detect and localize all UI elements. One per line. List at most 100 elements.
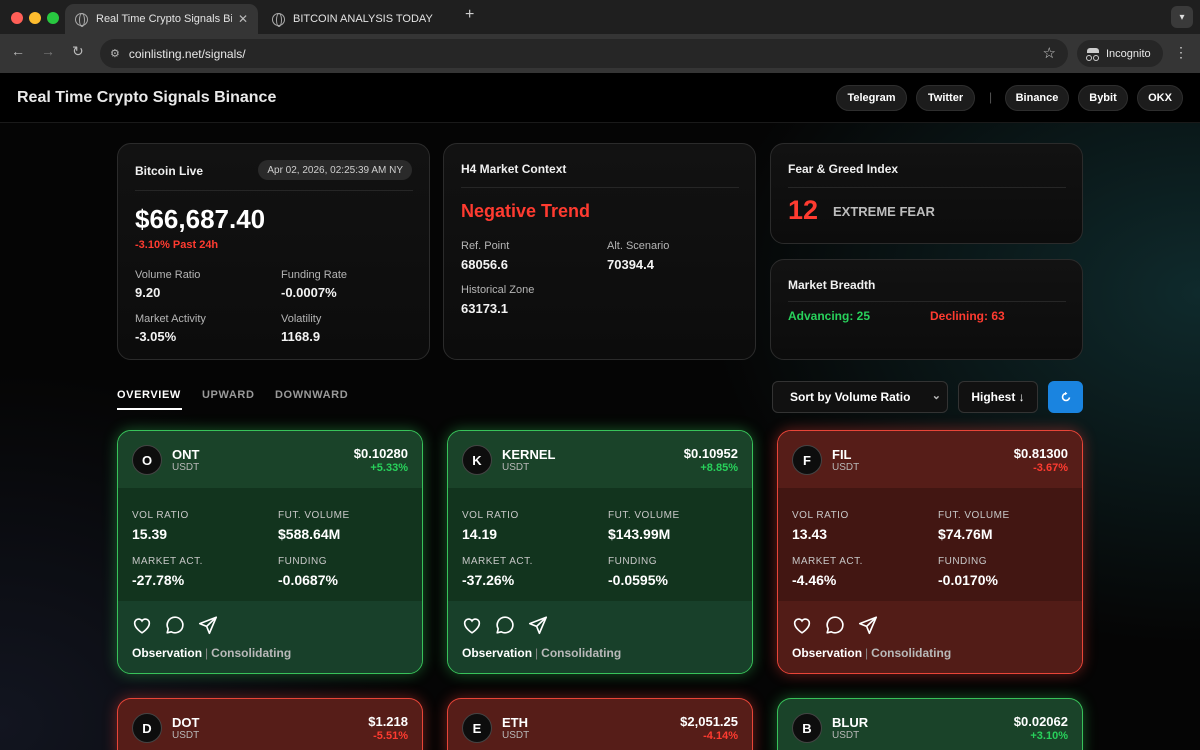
maximize-window-button[interactable]	[47, 12, 59, 24]
h4-context-panel: H4 Market Context Negative Trend Ref. Po…	[443, 143, 756, 360]
divider	[461, 187, 739, 188]
browser-toolbar: ← → ↻ ⚙ coinlisting.net/signals/ ☆ Incog…	[0, 34, 1200, 73]
status-separator: |	[865, 646, 869, 660]
heart-icon[interactable]	[791, 614, 813, 636]
stat-label: Historical Zone	[461, 284, 535, 296]
sort-select[interactable]: Sort by Volume Ratio ⌄	[772, 381, 948, 413]
comment-icon[interactable]	[494, 614, 516, 636]
stat-label: Volume Ratio	[135, 269, 201, 281]
tab-downward[interactable]: DOWNWARD	[275, 389, 349, 401]
coin-change: -5.51%	[373, 730, 408, 742]
tab-search-chevron-icon[interactable]: ▾	[1171, 6, 1193, 28]
coin-symbol: DOT	[172, 715, 200, 730]
metric-label: VOL RATIO	[792, 510, 849, 521]
coin-change: -4.14%	[703, 730, 738, 742]
incognito-icon	[1086, 47, 1100, 61]
metric-value-vol-ratio: 14.19	[462, 526, 498, 542]
signal-card-kernel[interactable]: K KERNEL USDT $0.10952 +8.85% VOL RATIO 14.19 F…	[447, 430, 753, 674]
card-footer	[118, 601, 422, 673]
metric-label: FUNDING	[938, 556, 988, 567]
new-tab-button[interactable]: +	[465, 6, 475, 23]
coin-avatar: B	[792, 713, 822, 743]
divider	[135, 190, 413, 191]
fear-greed-label: EXTREME FEAR	[833, 204, 935, 219]
coin-price: $0.10280	[353, 446, 408, 461]
metric-value-fut-volume: $588.64M	[278, 526, 341, 542]
incognito-badge[interactable]: Incognito	[1077, 40, 1163, 67]
coin-price: $0.81300	[1013, 446, 1068, 461]
status-separator: |	[535, 646, 539, 660]
site-title: Real Time Crypto Signals Binance	[17, 89, 277, 106]
tab-title: BITCOIN ANALYSIS TODAY	[293, 13, 433, 25]
card-status: Observation | Consolidating	[792, 646, 951, 660]
heart-icon[interactable]	[461, 614, 483, 636]
comment-icon[interactable]	[164, 614, 186, 636]
coin-price: $1.218	[368, 714, 408, 729]
address-bar[interactable]: ⚙ coinlisting.net/signals/ ☆	[100, 39, 1068, 68]
send-icon[interactable]	[857, 614, 879, 636]
status-separator: |	[205, 646, 209, 660]
coin-symbol: KERNEL	[502, 447, 556, 462]
metric-label: VOL RATIO	[462, 510, 519, 521]
card-header	[118, 431, 422, 488]
coin-change: -3.67%	[1033, 462, 1068, 474]
refresh-button[interactable]	[1048, 381, 1083, 413]
send-icon[interactable]	[197, 614, 219, 636]
reload-icon[interactable]: ↻	[72, 43, 84, 59]
url-text: coinlisting.net/signals/	[128, 46, 246, 61]
send-icon[interactable]	[527, 614, 549, 636]
metric-label: MARKET ACT.	[132, 556, 203, 567]
order-button[interactable]: Highest ↓	[958, 381, 1038, 413]
signal-card-dot[interactable]: D DOT USDT $1.218 -5.51%	[117, 698, 423, 750]
signal-card-blur[interactable]: B BLUR USDT $0.02062 +3.10%	[777, 698, 1083, 750]
twitter-button[interactable]: Twitter	[916, 85, 975, 111]
stat-label: Funding Rate	[281, 269, 348, 281]
back-arrow-icon[interactable]: ←	[11, 43, 25, 59]
site-header: Real Time Crypto Signals Binance Telegra…	[0, 73, 1200, 123]
coin-price: $2,051.25	[680, 714, 738, 729]
card-metrics	[448, 488, 752, 601]
bookmark-star-icon[interactable]: ☆	[1042, 45, 1056, 62]
stat-value: 9.20	[135, 285, 161, 300]
panel-title: Bitcoin Live	[135, 164, 204, 178]
more-menu-icon[interactable]: ⋮	[1174, 44, 1188, 60]
tab-upward[interactable]: UPWARD	[202, 389, 255, 401]
status-label: Observation	[792, 646, 863, 660]
stat-value: -0.0007%	[281, 285, 337, 300]
advancing-count: Advancing: 25	[788, 309, 871, 323]
close-tab-icon[interactable]: ✕	[237, 12, 248, 26]
panel-title: Market Breadth	[788, 278, 876, 292]
minimize-window-button[interactable]	[29, 12, 41, 24]
binance-button[interactable]: Binance	[1005, 85, 1069, 111]
card-metrics	[118, 488, 422, 601]
stat-value: 68056.6	[461, 257, 508, 272]
bybit-button[interactable]: Bybit	[1078, 85, 1128, 111]
btc-price: $66,687.40	[135, 204, 266, 234]
forward-arrow-icon[interactable]: →	[41, 43, 55, 59]
main-content: Bitcoin Live Apr 02, 2026, 02:25:39 AM N…	[0, 123, 1200, 750]
stat-value: -3.05%	[135, 329, 177, 344]
stat-label: Volatility	[281, 313, 322, 325]
okx-button[interactable]: OKX	[1137, 85, 1183, 111]
browser-tab[interactable]: BITCOIN ANALYSIS TODAY	[262, 4, 457, 34]
tab-overview[interactable]: OVERVIEW	[117, 389, 181, 401]
signal-card-ont[interactable]: O ONT USDT $0.10280 +5.33% VOL RATIO 15.39 FUT.…	[117, 430, 423, 674]
card-metrics	[778, 488, 1082, 601]
coin-avatar: K	[462, 445, 492, 475]
metric-value-vol-ratio: 13.43	[792, 526, 828, 542]
signal-card-fil[interactable]: F FIL USDT $0.81300 -3.67% VOL RATIO 13.43 FUT.…	[777, 430, 1083, 674]
site-info-icon[interactable]: ⚙	[110, 48, 120, 60]
fear-greed-panel: Fear & Greed Index 12 EXTREME FEAR	[770, 143, 1083, 244]
telegram-button[interactable]: Telegram	[836, 85, 907, 111]
metric-value-fut-volume: $143.99M	[608, 526, 671, 542]
heart-icon[interactable]	[131, 614, 153, 636]
signal-card-eth[interactable]: E ETH USDT $2,051.25 -4.14%	[447, 698, 753, 750]
metric-value-market-act: -27.78%	[132, 572, 185, 588]
close-window-button[interactable]	[11, 12, 23, 24]
metric-label: FUT. VOLUME	[278, 510, 350, 521]
coin-avatar: O	[132, 445, 162, 475]
comment-icon[interactable]	[824, 614, 846, 636]
browser-tab-active[interactable]: Real Time Crypto Signals Binance ✕	[65, 4, 258, 34]
stat-value: 70394.4	[607, 257, 654, 272]
metric-label: FUT. VOLUME	[608, 510, 680, 521]
